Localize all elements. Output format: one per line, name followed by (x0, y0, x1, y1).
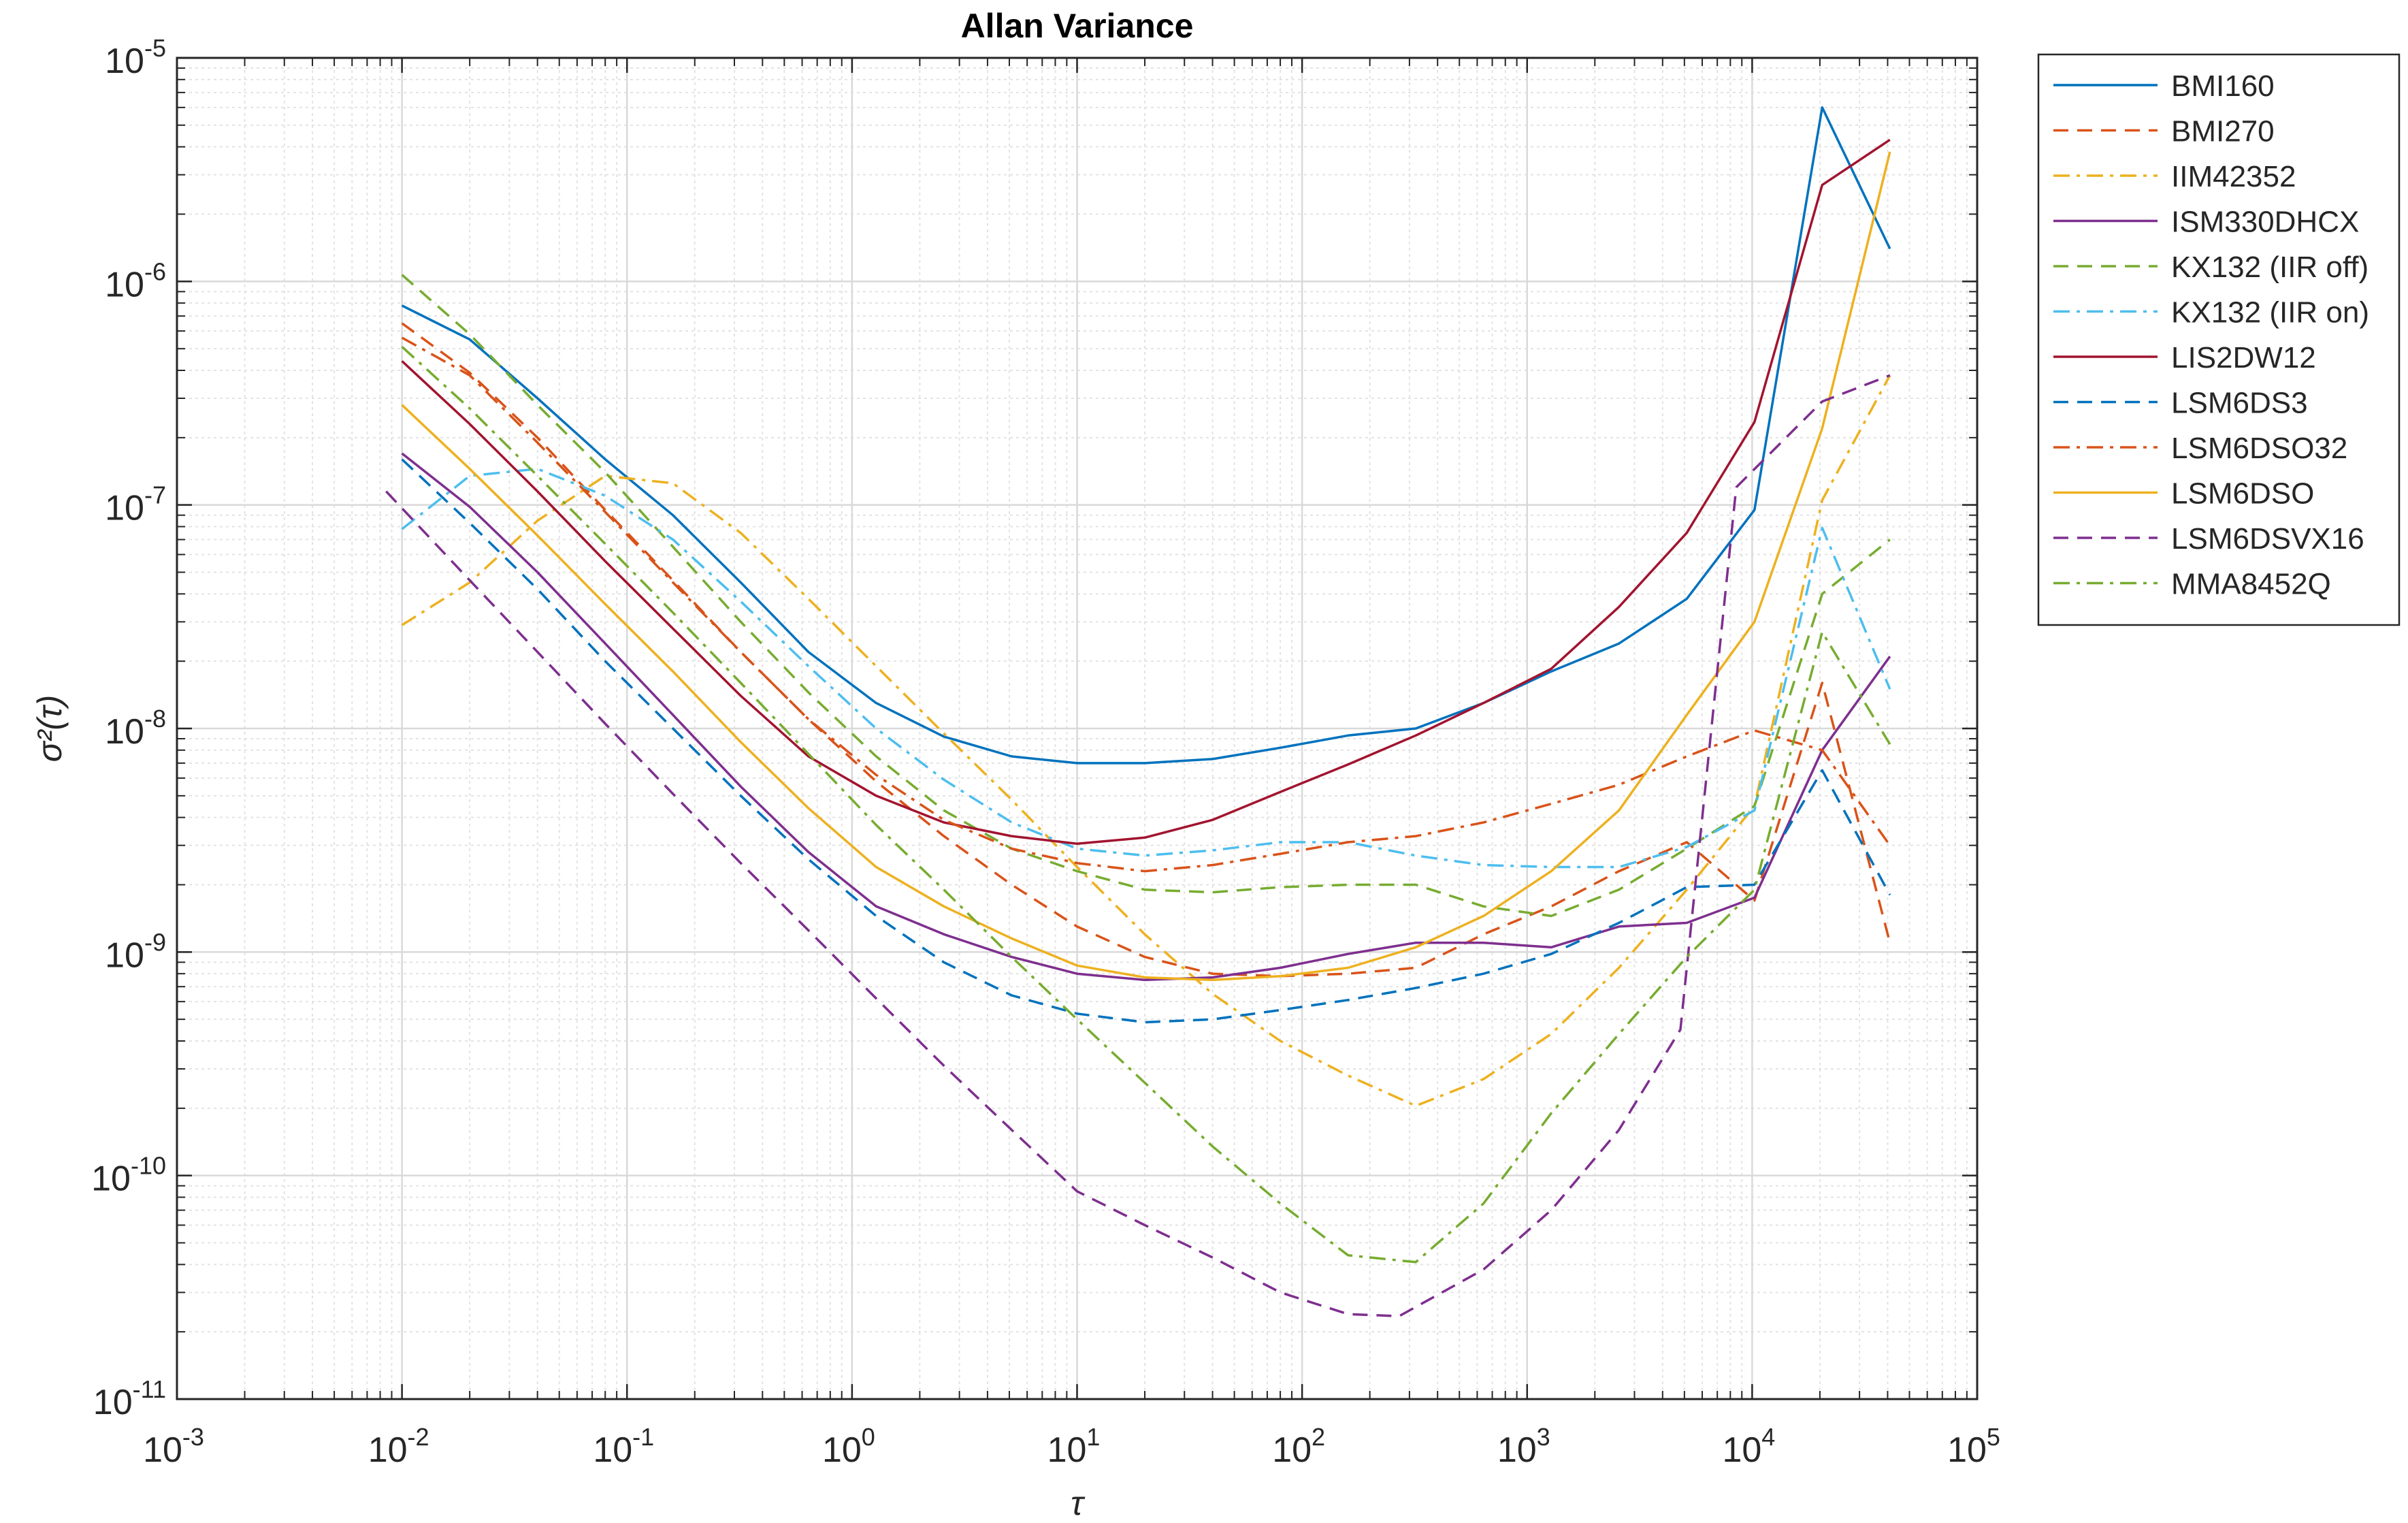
legend-label: BMI160 (2171, 69, 2275, 103)
x-tick-label: 10-3 (143, 1423, 204, 1470)
series-line-mma8452q (401, 346, 1891, 1264)
y-tick-label: 10-7 (105, 481, 166, 528)
legend-label: LSM6DS3 (2171, 387, 2308, 420)
legend-label: KX132 (IIR on) (2171, 296, 2369, 330)
legend-label: LIS2DW12 (2171, 341, 2316, 374)
series-line-lsm6dso32 (401, 336, 1891, 873)
legend-label: BMI270 (2171, 115, 2275, 148)
x-tick-label: 10-1 (593, 1423, 654, 1470)
series-line-iim42352 (401, 374, 1891, 1108)
x-tick-label: 100 (822, 1423, 875, 1470)
legend-box (2037, 53, 2401, 626)
chart-title: Allan Variance (961, 7, 1194, 45)
series-line-lsm6dsvx16 (385, 374, 1891, 1317)
x-tick-label: 101 (1047, 1423, 1101, 1470)
x-tick-label: 103 (1497, 1423, 1550, 1470)
legend-label: LSM6DSO (2171, 477, 2314, 511)
legend: BMI160 BMI270 IIM42352 ISM330DHCX KX132 (IIR… (2037, 53, 2401, 626)
legend-label: ISM330DHCX (2171, 206, 2359, 239)
x-tick-label: 10-2 (368, 1423, 429, 1470)
series-line-kx132-iir-on (401, 467, 1891, 869)
y-tick-label: 10-11 (93, 1375, 166, 1422)
y-tick-label: 10-5 (105, 34, 166, 81)
series-line-lsm6dso (401, 151, 1891, 982)
x-tick-label: 102 (1272, 1423, 1325, 1470)
legend-label: LSM6DSO32 (2171, 432, 2347, 465)
y-tick-label: 10-6 (105, 257, 166, 304)
axis-ticks (176, 57, 1979, 1400)
tick-labels: 10-3 10-2 10-1 100 101 102 103 104 105 10-11 10-10… (91, 34, 2000, 1470)
series-line-lsm6ds3 (401, 458, 1891, 1024)
series-line-kx132-iir-off (401, 274, 1891, 918)
series-layer (385, 106, 1891, 1317)
y-tick-label: 10-9 (105, 928, 166, 975)
x-axis-label: τ (1071, 1484, 1086, 1522)
series-line-bmi270 (401, 322, 1891, 978)
y-tick-label: 10-8 (105, 705, 166, 752)
series-line-ism330dhcx (401, 452, 1891, 982)
legend-label: KX132 (IIR off) (2171, 251, 2369, 284)
legend-label: IIM42352 (2171, 160, 2296, 193)
legend-label: LSM6DSVX16 (2171, 522, 2364, 556)
y-axis-label: σ²(τ) (31, 695, 69, 763)
series-line-bmi160 (401, 106, 1891, 765)
y-tick-label: 10-10 (91, 1152, 166, 1199)
x-tick-label: 104 (1722, 1423, 1775, 1470)
series-line-lis2dw12 (401, 138, 1891, 846)
x-tick-label: 105 (1947, 1423, 2000, 1470)
legend-label: MMA8452Q (2171, 568, 2331, 601)
